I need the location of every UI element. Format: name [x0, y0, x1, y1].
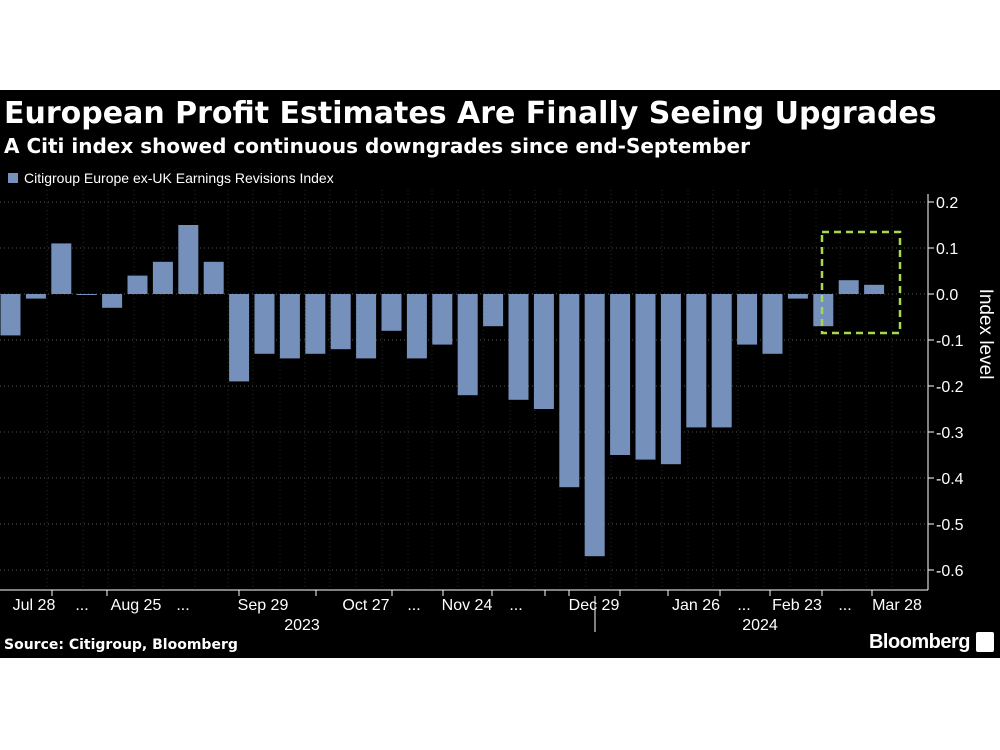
y-tick-label: -0.2 [936, 379, 964, 396]
x-tick-label: Mar 28 [872, 597, 922, 614]
bar [686, 294, 707, 428]
bar [0, 294, 21, 336]
bar [229, 294, 250, 382]
y-tick-label: -0.5 [936, 517, 964, 534]
bar [203, 261, 224, 294]
x-tick-label: Feb 23 [772, 597, 822, 614]
x-tick-label: Jan 26 [672, 597, 720, 614]
bar [406, 294, 427, 359]
bar [305, 294, 326, 354]
highlight-rect [820, 230, 902, 335]
bar [635, 294, 656, 460]
axes: 0.2 0.1 0.0 -0.1 -0.2 -0.3 -0.4 -0.5 -0.6 Index l… [0, 194, 996, 634]
bars [0, 225, 885, 557]
y-tick-label: -0.3 [936, 425, 964, 442]
bar [559, 294, 580, 488]
bar [660, 294, 681, 465]
bar [102, 294, 123, 308]
bar [254, 294, 275, 354]
bar [711, 294, 732, 428]
bar [838, 280, 859, 294]
x-tick-label: ... [737, 597, 750, 614]
bar [762, 294, 783, 354]
bar [864, 284, 885, 294]
bar [76, 294, 97, 295]
y-tick-label: -0.4 [936, 471, 964, 488]
bar [787, 294, 808, 299]
bar [737, 294, 758, 345]
y-axis-title: Index level [975, 289, 996, 380]
x-tick-label: Aug 25 [111, 597, 162, 614]
bar [432, 294, 453, 345]
x-tick-label: ... [509, 597, 522, 614]
bar [356, 294, 377, 359]
x-tick-label: Dec 29 [569, 597, 620, 614]
y-tick-label: 0.1 [936, 241, 958, 258]
x-tick-label: Sep 29 [238, 597, 289, 614]
y-tick-label: -0.6 [936, 563, 964, 580]
bar [279, 294, 300, 359]
chart-title: European Profit Estimates Are Finally Se… [4, 96, 937, 131]
chart-subtitle: A Citi index showed continuous downgrade… [4, 134, 750, 158]
bar [381, 294, 402, 331]
x-year-label: 2024 [742, 617, 778, 634]
bar [457, 294, 478, 396]
bar [330, 294, 351, 350]
x-year-label: 2023 [284, 617, 320, 634]
bar-chart: 0.2 0.1 0.0 -0.1 -0.2 -0.3 -0.4 -0.5 -0.6 Index l… [0, 190, 996, 634]
highlight-box [820, 230, 902, 335]
y-tick-label: 0.0 [936, 287, 958, 304]
x-tick-label: Oct 27 [342, 597, 389, 614]
bar [127, 275, 148, 294]
bar [51, 243, 72, 294]
x-tick-label: Jul 28 [13, 597, 56, 614]
y-tick-label: 0.2 [936, 195, 958, 212]
legend-label: Citigroup Europe ex-UK Earnings Revision… [24, 170, 334, 186]
x-tick-label: ... [838, 597, 851, 614]
chart-legend: Citigroup Europe ex-UK Earnings Revision… [8, 170, 334, 186]
x-tick-label: ... [407, 597, 420, 614]
x-tick-label: ... [75, 597, 88, 614]
legend-swatch [8, 173, 18, 183]
bar [533, 294, 554, 409]
bar [584, 294, 605, 557]
source-note: Source: Citigroup, Bloomberg [4, 637, 238, 653]
bar [178, 225, 199, 294]
x-tick-label: ... [176, 597, 189, 614]
bar [610, 294, 631, 455]
x-tick-label: Nov 24 [442, 597, 493, 614]
y-tick-label: -0.1 [936, 333, 964, 350]
bar [813, 294, 834, 327]
bar [508, 294, 529, 400]
brand-logo: Bloomberg [868, 631, 971, 653]
bloomberg-chart-icon [976, 632, 994, 652]
chart-frame: European Profit Estimates Are Finally Se… [0, 90, 1000, 658]
bar [25, 294, 46, 299]
bar [483, 294, 504, 327]
bar [152, 261, 173, 294]
